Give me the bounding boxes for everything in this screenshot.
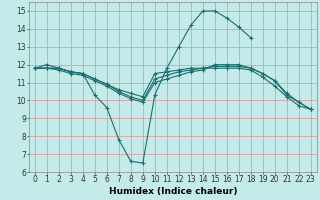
X-axis label: Humidex (Indice chaleur): Humidex (Indice chaleur) (108, 187, 237, 196)
